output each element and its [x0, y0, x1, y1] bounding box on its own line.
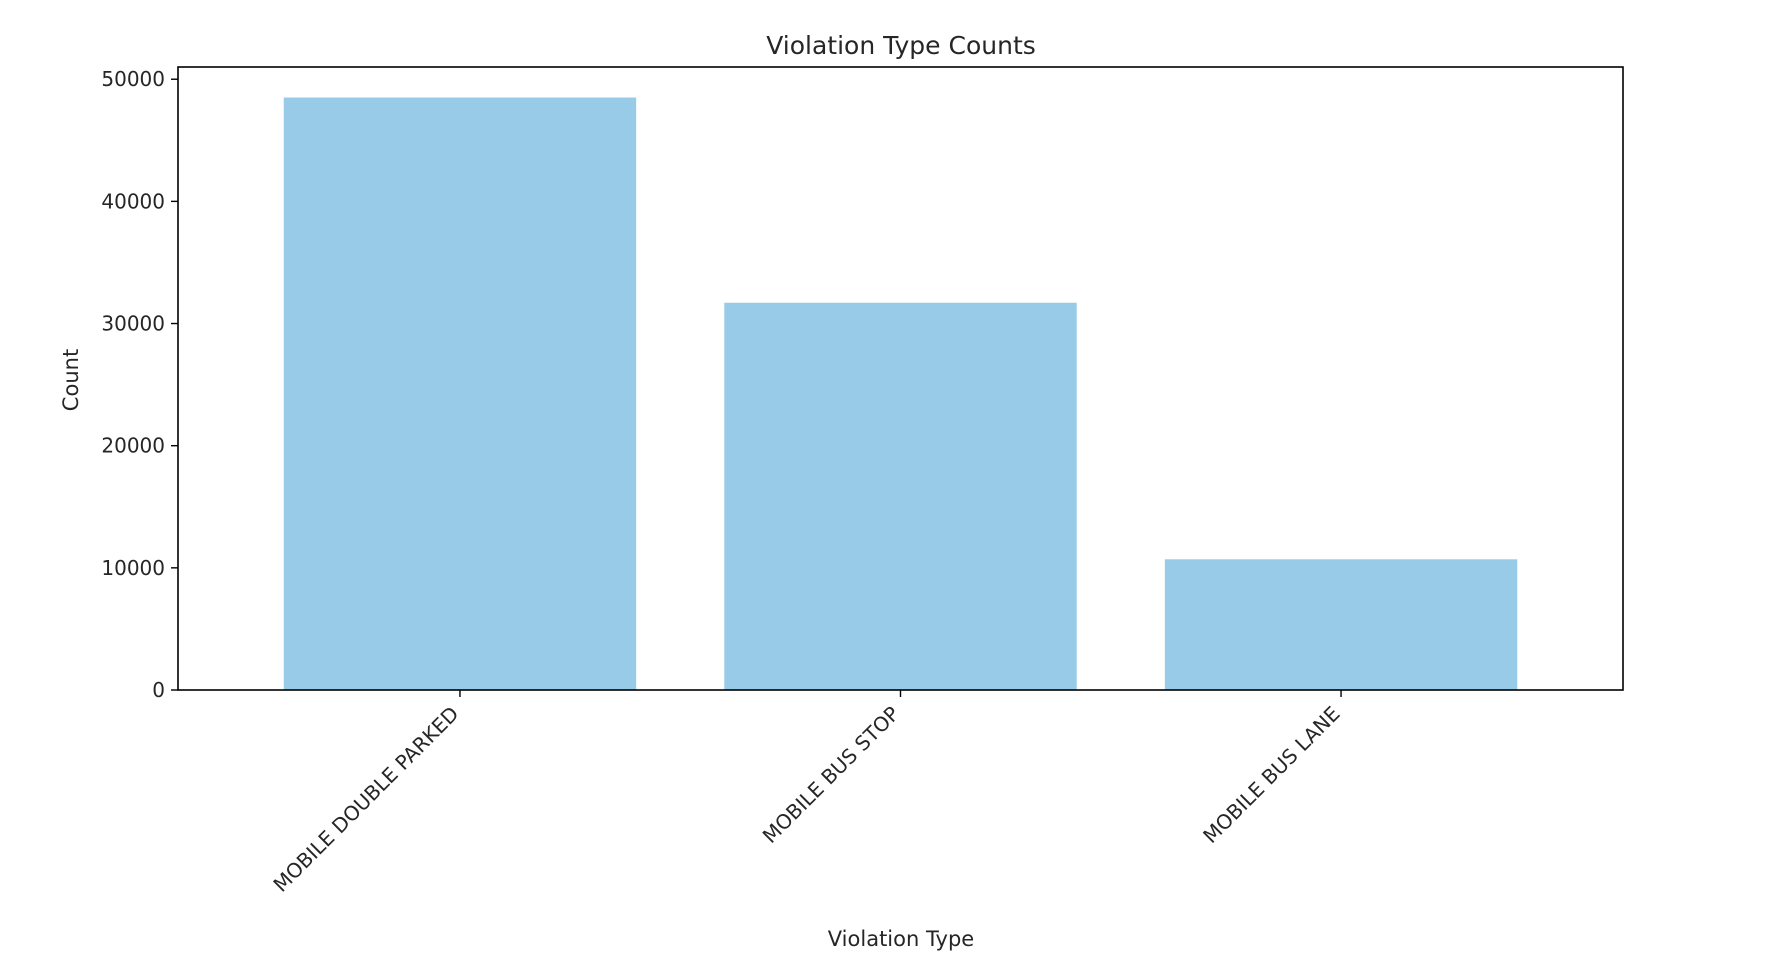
y-tick-label: 20000: [101, 434, 165, 458]
y-tick-label: 10000: [101, 556, 165, 580]
plot-area-frame: [177, 66, 1624, 691]
chart-title: Violation Type Counts: [766, 31, 1036, 60]
y-tick-label: 0: [152, 678, 165, 702]
y-tick-label: 50000: [101, 67, 165, 91]
bars-group: [283, 97, 1518, 691]
x-axis-label: Violation Type: [828, 927, 974, 951]
y-tick-label: 30000: [101, 312, 165, 336]
bar-mobile-bus-lane: [1164, 559, 1518, 690]
bar-mobile-double-parked: [283, 97, 637, 691]
y-axis-label: Count: [59, 349, 83, 411]
y-axis-ticks: 0 10000 20000 30000 40000 50000: [101, 67, 178, 702]
y-tick-label: 40000: [101, 189, 165, 213]
bar-mobile-bus-stop: [724, 302, 1077, 690]
